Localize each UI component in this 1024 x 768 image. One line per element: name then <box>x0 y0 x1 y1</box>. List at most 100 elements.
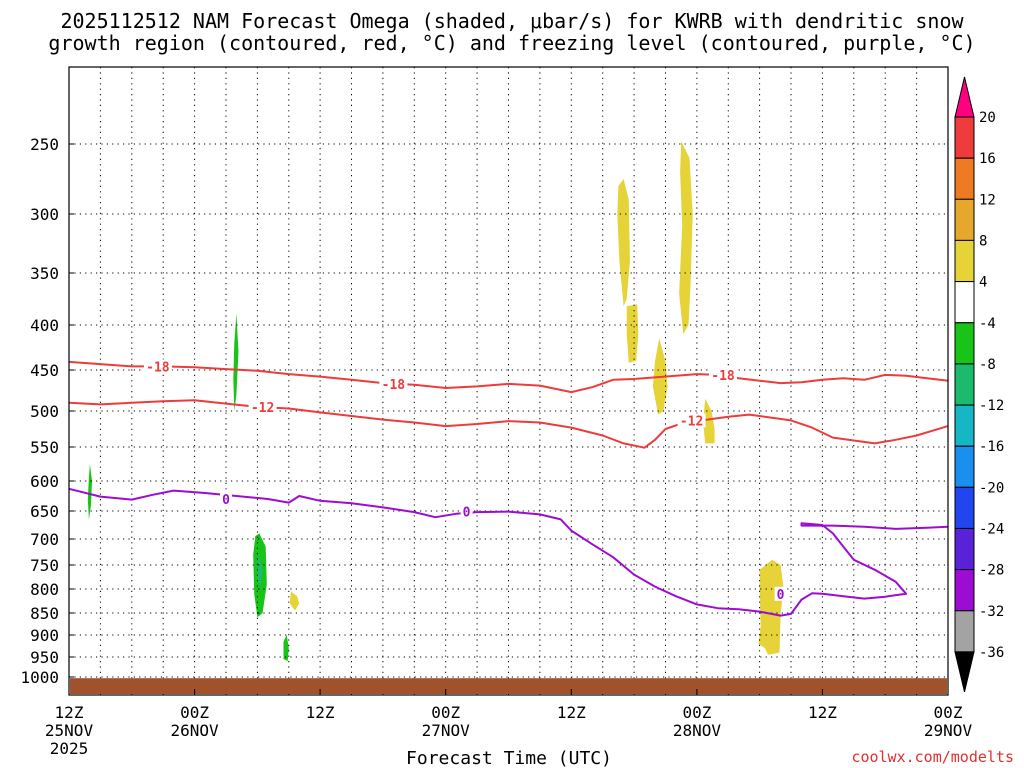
contour-label-minus18-1: -18 <box>382 378 406 393</box>
y-tick-label-1000: 1000 <box>20 668 59 687</box>
colorbar-label-10: -24 <box>979 522 1004 538</box>
plot-frame <box>68 66 949 696</box>
contour-label-minus12-1: -12 <box>680 414 703 429</box>
colorbar-label-7: -12 <box>979 398 1004 414</box>
contour-label-minus18-0: -18 <box>146 360 170 375</box>
colorbar-box-8 <box>954 404 975 447</box>
omega-shade-region-6 <box>626 304 639 363</box>
contour-label-bg-minus12-1 <box>677 413 706 428</box>
x-tick-label-24h-line1: 12Z <box>306 703 335 722</box>
y-tick-label-750: 750 <box>30 556 59 575</box>
colorbar-box-10 <box>954 486 975 529</box>
omega-shade-region-10 <box>758 559 784 655</box>
omega-shade-region-7 <box>679 141 693 334</box>
contour-label-bg-minus18-2 <box>709 367 737 382</box>
y-tick-label-850: 850 <box>30 604 59 623</box>
contour-label-0-1: 0 <box>463 506 471 521</box>
colorbar-label-13: -36 <box>979 645 1004 661</box>
x-tick-label-0h-line1: 12Z <box>55 703 84 722</box>
contour-label-bg-0-0 <box>220 492 232 506</box>
colorbar-triangle-bottom <box>954 651 975 693</box>
x-tick-label-0h-line2: 25NOV <box>45 721 94 740</box>
contour-line-minus12 <box>68 399 949 449</box>
colorbar-label-2: 12 <box>979 192 996 208</box>
omega-shade-region-5 <box>617 179 630 307</box>
y-tick-label-300: 300 <box>30 205 59 224</box>
contour-label-bg-minus18-0 <box>143 359 172 374</box>
x-tick-label-48h-line1: 12Z <box>557 703 586 722</box>
contour-label-bg-minus12-0 <box>248 399 277 414</box>
colorbar-label-9: -20 <box>979 480 1004 496</box>
omega-shade-region-4 <box>283 635 289 661</box>
y-tick-label-450: 450 <box>30 361 59 380</box>
y-tick-label-700: 700 <box>30 530 59 549</box>
contour-label-0-0: 0 <box>222 493 230 508</box>
x-tick-label-60h-line2: 28NOV <box>673 721 722 740</box>
colorbar-label-12: -32 <box>979 604 1004 620</box>
colorbar-label-11: -28 <box>979 563 1004 579</box>
colorbar-label-8: -16 <box>979 439 1004 455</box>
x-tick-label-36h-line1: 00Z <box>431 703 460 722</box>
colorbar-label-5: -4 <box>979 316 996 332</box>
colorbar-box-13 <box>954 610 975 653</box>
y-tick-label-950: 950 <box>30 648 59 667</box>
colorbar: 20 16 12 8 4 -4 -8 -12 -16 -20 -24 -28 -32 -36 <box>954 76 1004 693</box>
y-tick-label-500: 500 <box>30 402 59 421</box>
contour-label-bg-0-1 <box>460 504 473 519</box>
x-axis-label: Forecast Time (UTC) <box>406 748 612 768</box>
y-tick-label-900: 900 <box>30 626 59 645</box>
omega-shade-region-9 <box>703 398 715 444</box>
ground-surface <box>70 678 947 694</box>
omega-shading-layer <box>87 141 784 661</box>
colorbar-label-3: 8 <box>979 233 987 249</box>
colorbar-label-6: -8 <box>979 357 996 373</box>
colorbar-box-1 <box>954 116 975 159</box>
x-tick-label-0h-line3: 2025 <box>50 739 89 758</box>
colorbar-box-11 <box>954 528 975 571</box>
y-tick-label-350: 350 <box>30 264 59 283</box>
ground-layer <box>70 678 947 694</box>
y-tick-label-400: 400 <box>30 316 59 335</box>
y-tick-label-550: 550 <box>30 438 59 457</box>
x-tick-label-72h-line1: 12Z <box>808 703 837 722</box>
y-tick-label-800: 800 <box>30 580 59 599</box>
chart-title-line-2: growth region (contoured, red, °C) and f… <box>48 31 975 55</box>
contour-label-minus12-0: -12 <box>251 401 274 416</box>
chart-title-line-1: 2025112512 NAM Forecast Omega (shaded, μ… <box>60 9 964 33</box>
omega-shade-region-11 <box>289 591 300 611</box>
x-tick-label-12h-line2: 26NOV <box>171 721 220 740</box>
y-tick-label-650: 650 <box>30 502 59 521</box>
x-tick-label-36h-line2: 27NOV <box>422 721 471 740</box>
omega-shade-region-0 <box>233 313 239 411</box>
x-tick-label-12h-line1: 00Z <box>180 703 209 722</box>
contour-layer: -18 -18 -18 -12 -12 0 0 0 <box>68 359 949 617</box>
y-tick-label-600: 600 <box>30 472 59 491</box>
contour-label-bg-0-2 <box>774 586 787 601</box>
source-credit: coolwx.com/modelts <box>851 748 1014 766</box>
contour-label-bg-minus18-1 <box>379 376 408 391</box>
y-axis-tick-labels: 250 300 350 400 450 500 550 600 650 700 750 800 850 9… <box>20 135 74 687</box>
colorbar-box-6 <box>954 322 975 365</box>
colorbar-box-7 <box>954 363 975 406</box>
x-tick-label-84h-line2: 29NOV <box>924 721 973 740</box>
colorbar-box-9 <box>954 445 975 488</box>
colorbar-box-2 <box>954 157 975 200</box>
colorbar-box-12 <box>954 569 975 612</box>
colorbar-label-1: 16 <box>979 151 996 167</box>
contour-line-minus18 <box>68 360 949 394</box>
colorbar-box-4 <box>954 239 975 282</box>
omega-shade-region-3 <box>257 554 263 589</box>
omega-shade-region-1 <box>87 464 92 520</box>
x-tick-label-84h-line1: 00Z <box>934 703 963 722</box>
contour-line-0 <box>68 487 949 617</box>
x-tick-label-60h-line1: 00Z <box>682 703 711 722</box>
colorbar-label-4: 4 <box>979 275 987 291</box>
contour-label-0-2: 0 <box>777 588 785 603</box>
colorbar-triangle-top <box>954 76 975 118</box>
y-tick-label-250: 250 <box>30 135 59 154</box>
colorbar-box-5 <box>954 281 975 324</box>
contour-label-minus18-2: -18 <box>711 369 735 384</box>
colorbar-box-3 <box>954 198 975 241</box>
